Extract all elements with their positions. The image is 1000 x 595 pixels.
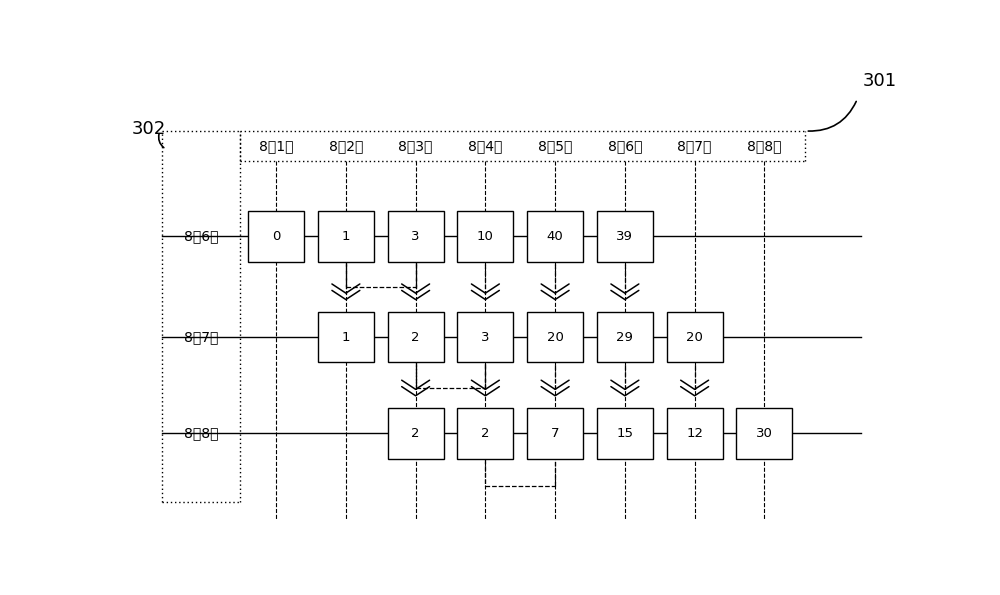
Bar	[597, 312, 653, 362]
Text: 3: 3	[411, 230, 420, 243]
Text: 30: 30	[756, 427, 773, 440]
Bar	[597, 211, 653, 262]
Bar	[388, 312, 444, 362]
Text: 8月7日: 8月7日	[184, 330, 218, 344]
Bar	[318, 211, 374, 262]
Bar	[527, 312, 583, 362]
Bar	[457, 408, 513, 459]
Bar	[527, 211, 583, 262]
Text: 40: 40	[547, 230, 564, 243]
Bar	[388, 211, 444, 262]
Text: 8月1日: 8月1日	[259, 139, 293, 153]
Text: 10: 10	[477, 230, 494, 243]
Bar	[388, 408, 444, 459]
Bar	[667, 408, 723, 459]
Bar	[457, 312, 513, 362]
Text: 29: 29	[616, 331, 633, 344]
Text: 7: 7	[551, 427, 559, 440]
Bar	[527, 408, 583, 459]
Text: 15: 15	[616, 427, 633, 440]
Bar	[248, 211, 304, 262]
Text: 8月2日: 8月2日	[329, 139, 363, 153]
Text: 1: 1	[342, 331, 350, 344]
Text: 3: 3	[481, 331, 490, 344]
Text: 302: 302	[131, 120, 165, 137]
Text: 2: 2	[411, 427, 420, 440]
Text: 8月4日: 8月4日	[468, 139, 503, 153]
Text: 8月5日: 8月5日	[538, 139, 572, 153]
Bar	[597, 408, 653, 459]
Text: 20: 20	[686, 331, 703, 344]
Bar	[736, 408, 792, 459]
Text: 8月7日: 8月7日	[677, 139, 712, 153]
Text: 8月8日: 8月8日	[184, 427, 218, 440]
Text: 301: 301	[863, 72, 897, 90]
Text: 8月3日: 8月3日	[398, 139, 433, 153]
Text: 8月8日: 8月8日	[747, 139, 782, 153]
Bar	[457, 211, 513, 262]
Text: 12: 12	[686, 427, 703, 440]
Text: 39: 39	[616, 230, 633, 243]
Text: 1: 1	[342, 230, 350, 243]
Text: 0: 0	[272, 230, 280, 243]
Text: 2: 2	[411, 331, 420, 344]
Text: 2: 2	[481, 427, 490, 440]
Bar	[667, 312, 723, 362]
Text: 8月6日: 8月6日	[608, 139, 642, 153]
Text: 8月6日: 8月6日	[184, 229, 218, 243]
Text: 20: 20	[547, 331, 564, 344]
Bar	[318, 312, 374, 362]
